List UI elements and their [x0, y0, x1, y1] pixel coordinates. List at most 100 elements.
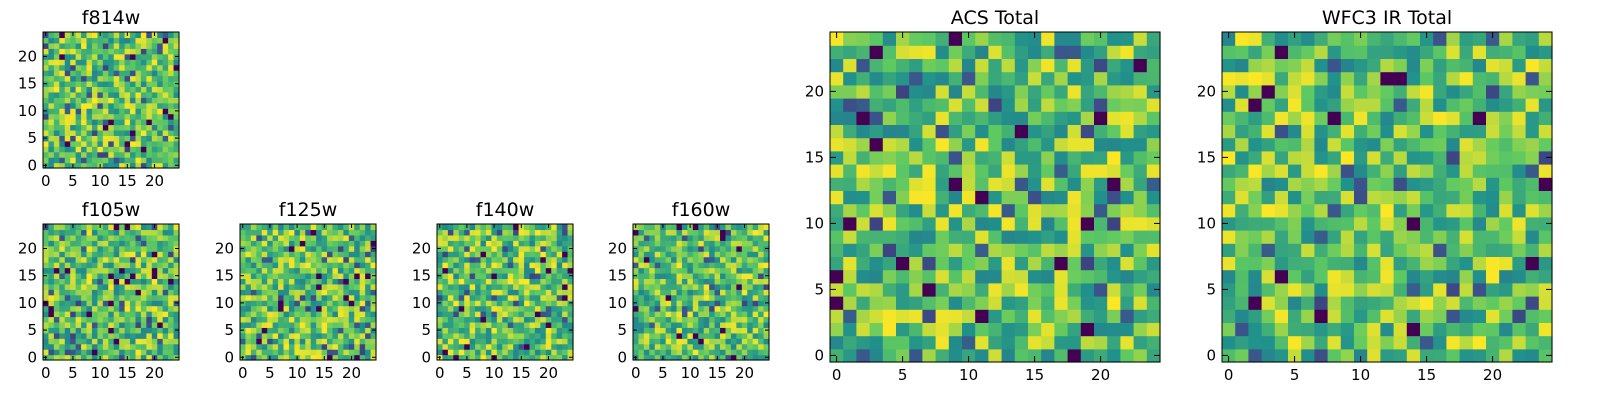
heatmap-cell [741, 289, 748, 296]
heatmap-cell [1274, 111, 1289, 125]
heatmap-cell [475, 316, 482, 323]
heatmap-cell [1380, 150, 1395, 165]
heatmap-cell [162, 262, 169, 269]
heatmap-cell [59, 245, 66, 252]
heatmap-cell [1420, 32, 1434, 46]
heatmap-cell [1261, 348, 1276, 363]
heatmap-cell [703, 311, 710, 318]
heatmap-cell [480, 349, 487, 356]
heatmap-cell [157, 86, 164, 93]
heatmap-cell [86, 97, 93, 104]
heatmap-cell [288, 256, 295, 263]
heatmap-cell [64, 86, 71, 93]
heatmap-cell [130, 327, 137, 334]
heatmap-cell [1080, 230, 1095, 244]
heatmap-cell [1222, 256, 1236, 271]
heatmap-cell [113, 80, 120, 87]
heatmap-cell [720, 349, 727, 356]
heatmap-cell [485, 278, 492, 285]
heatmap-cell [157, 75, 164, 82]
heatmap-cell [108, 294, 115, 301]
heatmap-cell [1222, 177, 1236, 191]
heatmap-cell [643, 283, 650, 290]
heatmap-cell [75, 48, 82, 55]
heatmap-cell [278, 354, 285, 361]
heatmap-cell [168, 119, 175, 126]
heatmap-cell [173, 305, 180, 312]
heatmap-cell [882, 309, 897, 323]
heatmap-cell [458, 332, 465, 339]
heatmap-cell [48, 113, 55, 120]
heatmap-cell [1274, 45, 1289, 59]
heatmap-cell [53, 300, 60, 307]
heatmap-cell [370, 256, 377, 263]
heatmap-cell [245, 240, 252, 247]
heatmap-cell [91, 119, 98, 126]
heatmap-cell [909, 190, 923, 205]
heatmap-cell [108, 354, 115, 361]
heatmap-cell [676, 332, 683, 339]
heatmap-cell [948, 348, 963, 363]
heatmap-cell [1340, 335, 1355, 350]
heatmap-cell [1393, 335, 1408, 350]
heatmap-cell [720, 256, 727, 263]
heatmap-cell [502, 294, 509, 301]
x-axis: 0 5 10 15 20 [41, 224, 164, 382]
heatmap-cell [97, 113, 104, 120]
heatmap-cell [250, 338, 257, 345]
heatmap-cell [124, 146, 131, 153]
heatmap-cell [288, 305, 295, 312]
heatmap-cell [321, 305, 328, 312]
heatmap-cell [1107, 243, 1121, 257]
heatmap-cell [250, 283, 257, 290]
heatmap-cell [988, 296, 1003, 310]
heatmap-cell [1459, 190, 1474, 205]
heatmap-cell [75, 321, 82, 328]
heatmap-cell [337, 256, 344, 263]
heatmap-cell [562, 332, 569, 339]
heatmap-cell [948, 111, 963, 125]
heatmap-cell [524, 278, 531, 285]
x-tick-label: 20 [1091, 366, 1110, 384]
heatmap-cell [1459, 322, 1474, 337]
heatmap-cell [556, 267, 563, 274]
heatmap-cell [240, 294, 247, 301]
heatmap-cell [988, 335, 1003, 350]
heatmap-cell [988, 111, 1003, 125]
heatmap-cell [1486, 269, 1500, 284]
heatmap-cell [283, 349, 290, 356]
heatmap-cell [665, 305, 672, 312]
heatmap-cell [135, 289, 142, 296]
heatmap-cell [1512, 348, 1527, 363]
heatmap-cell [119, 129, 126, 136]
heatmap-cell [830, 282, 844, 297]
heatmap-cell [496, 229, 503, 236]
heatmap-cell [1120, 230, 1135, 244]
heatmap-cell [1288, 177, 1302, 191]
heatmap-cell [736, 245, 743, 252]
heatmap-cell [245, 321, 252, 328]
heatmap-cell [758, 272, 765, 279]
heatmap-cell [278, 327, 285, 334]
heatmap-cell [909, 58, 923, 73]
heatmap-cell [86, 146, 93, 153]
heatmap-cell [310, 316, 317, 323]
heatmap-cell [681, 327, 688, 334]
heatmap-cell [272, 289, 279, 296]
heatmap-cell [1420, 296, 1434, 310]
heatmap-cell [1014, 230, 1029, 244]
heatmap-cell [480, 245, 487, 252]
heatmap-cell [1433, 348, 1447, 363]
heatmap-cell [1420, 150, 1434, 165]
heatmap-cell [1054, 111, 1069, 125]
heatmap-cell [529, 272, 536, 279]
heatmap-cell [843, 348, 857, 363]
heatmap-cell [720, 278, 727, 285]
heatmap-cell [53, 278, 60, 285]
heatmap-cell [173, 70, 180, 77]
heatmap-cell [278, 311, 285, 318]
heatmap-cell [108, 108, 115, 115]
heatmap-cell [1094, 348, 1108, 363]
heatmap-cell [48, 64, 55, 71]
heatmap-cell [480, 354, 487, 361]
